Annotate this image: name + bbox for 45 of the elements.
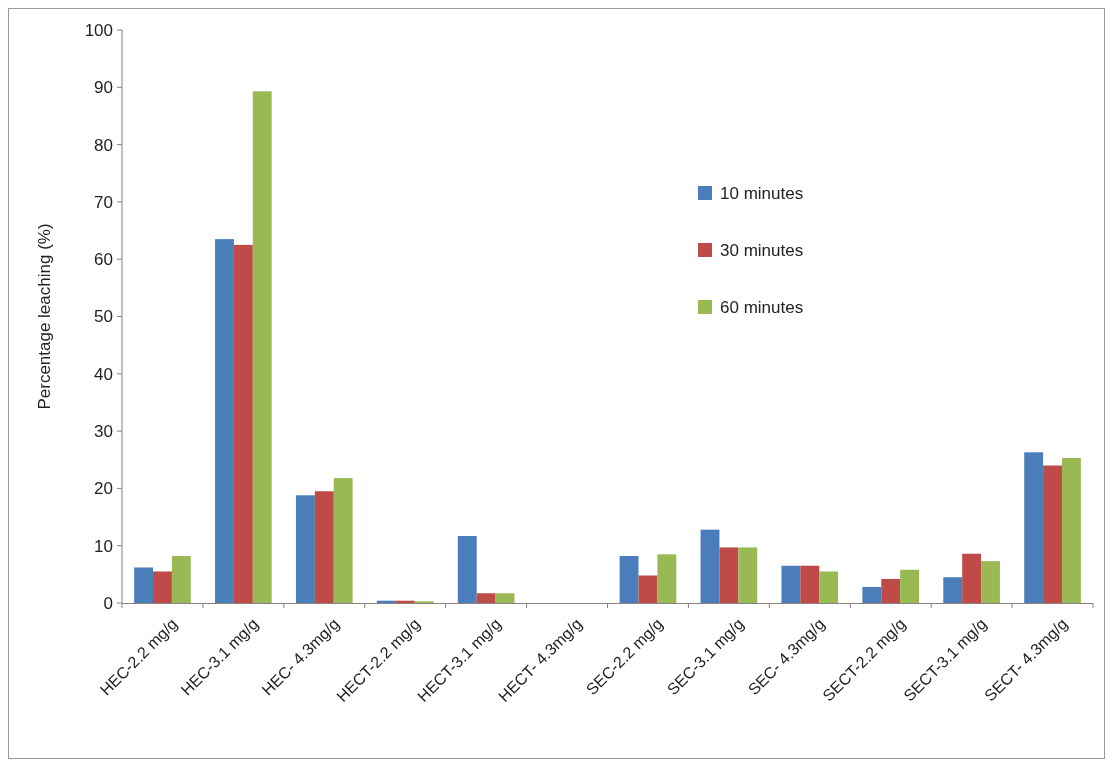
bar	[457, 535, 477, 603]
bar	[719, 547, 739, 603]
y-tick-label: 60	[94, 250, 113, 270]
y-tick-label: 80	[94, 135, 113, 155]
bar	[881, 578, 901, 603]
y-tick-label: 0	[103, 593, 113, 613]
bar	[819, 571, 839, 603]
y-tick-label: 50	[94, 307, 113, 327]
bar	[252, 91, 272, 603]
bar	[233, 244, 253, 603]
legend-label: 10 minutes	[720, 183, 804, 203]
bar	[962, 553, 982, 603]
bar	[314, 491, 334, 603]
bar	[862, 586, 882, 603]
bar	[215, 239, 234, 603]
bar	[1024, 452, 1044, 603]
bar	[1043, 465, 1062, 603]
bar	[943, 577, 963, 603]
y-tick-label: 70	[94, 192, 113, 212]
bar	[153, 571, 172, 603]
bar	[781, 565, 801, 603]
y-tick-label: 40	[94, 364, 113, 384]
bar	[495, 593, 515, 603]
y-tick-label: 20	[94, 479, 113, 499]
bar	[800, 565, 820, 603]
bar	[333, 478, 353, 603]
y-axis-title: Percentage leaching (%)	[35, 223, 54, 410]
bar	[738, 547, 758, 603]
bar	[657, 554, 677, 603]
bar	[619, 556, 639, 603]
bar	[476, 593, 496, 603]
bar	[638, 575, 658, 603]
y-tick-label: 10	[94, 536, 113, 556]
legend-label: 30 minutes	[720, 240, 804, 260]
bar	[134, 567, 154, 603]
bar	[171, 556, 191, 603]
y-tick-label: 100	[84, 20, 113, 40]
bar	[700, 529, 720, 603]
bar	[295, 495, 315, 603]
y-tick-label: 30	[94, 422, 113, 442]
y-tick-label: 90	[94, 78, 113, 98]
bar	[981, 561, 1000, 603]
legend-label: 60 minutes	[720, 297, 804, 317]
bar	[1061, 458, 1081, 603]
bar	[900, 569, 920, 603]
